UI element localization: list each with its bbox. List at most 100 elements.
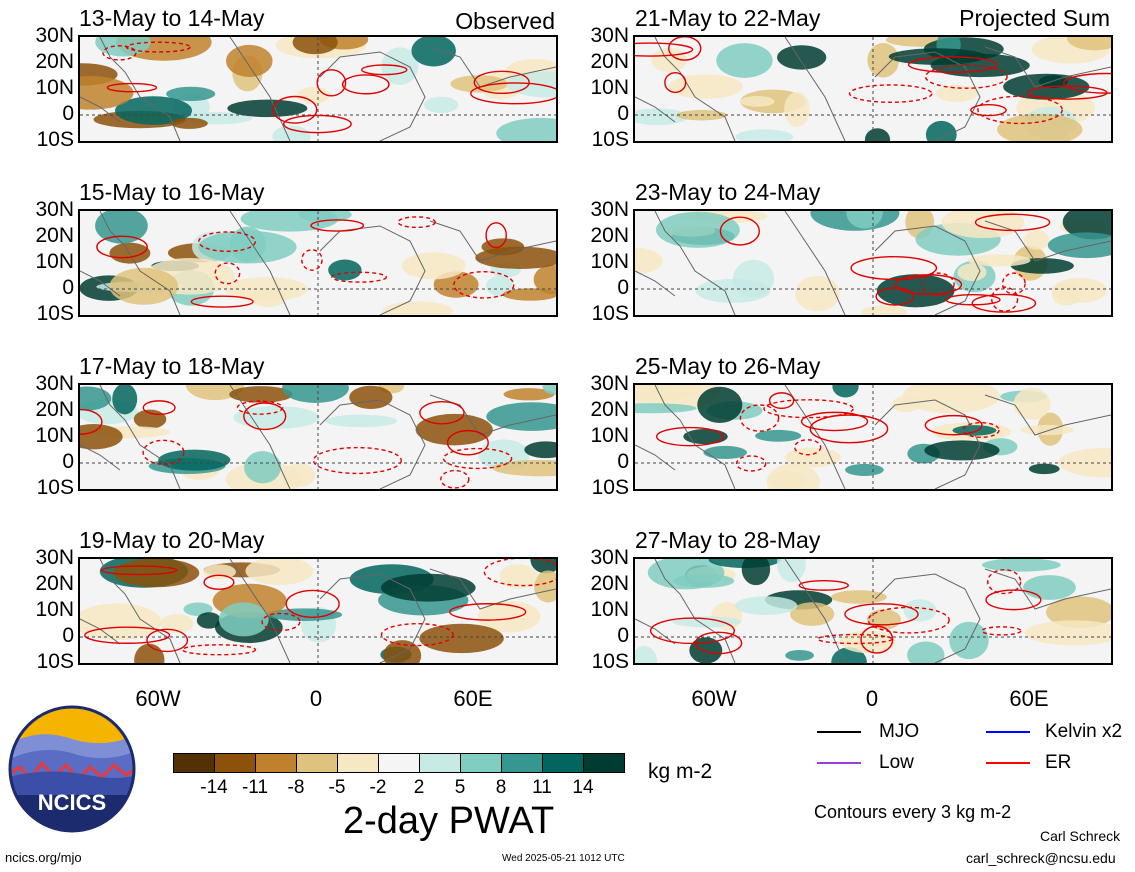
colorbar-tick-label: -5: [328, 777, 346, 798]
legend-er-label: ER: [1045, 752, 1072, 773]
lat-label: 10S: [36, 476, 74, 499]
lat-label: 10S: [591, 302, 629, 325]
lon-label-right-0: 0: [865, 686, 879, 711]
lat-label: 0: [617, 276, 629, 299]
lat-label: 10S: [36, 650, 74, 673]
ncics-logo: NCICS: [8, 705, 136, 833]
colorbar-swatch: [502, 754, 543, 772]
panel-title-left-4: 19-May to 20-May: [79, 527, 265, 553]
lat-label: 0: [62, 624, 74, 647]
map-field: [80, 211, 556, 315]
lat-label: 20N: [590, 224, 629, 247]
lat-label: 10N: [35, 424, 74, 447]
colorbar-swatch: [174, 754, 215, 772]
colorbar-swatch: [379, 754, 420, 772]
lat-label: 10N: [590, 250, 629, 273]
legend-kelvin-line: [986, 731, 1030, 733]
projected-sum-tag: Projected Sum: [959, 5, 1110, 31]
map-field: [635, 37, 1111, 141]
lat-label: 30N: [590, 198, 629, 221]
colorbar-tick-label: 2: [413, 777, 425, 798]
lon-label-right-60e: 60E: [1009, 686, 1049, 711]
colorbar-swatch: [584, 754, 624, 772]
colorbar-swatch: [215, 754, 256, 772]
lat-label: 30N: [590, 24, 629, 47]
lat-label: 20N: [35, 50, 74, 73]
lat-label: 10N: [35, 76, 74, 99]
footer-author: Carl Schreck: [1040, 828, 1121, 844]
lat-label: 0: [617, 102, 629, 125]
footer-timestamp: Wed 2025-05-21 1012 UTC: [502, 853, 625, 864]
colorbar-swatch: [461, 754, 502, 772]
map-panel-right-2: [633, 209, 1113, 317]
lat-label: 0: [617, 450, 629, 473]
lat-label: 20N: [590, 398, 629, 421]
lat-label: 30N: [35, 24, 74, 47]
lat-label: 20N: [35, 572, 74, 595]
lat-label: 10S: [36, 302, 74, 325]
map-field: [635, 385, 1111, 489]
panel-title-left-1: 13-May to 14-May: [79, 5, 265, 31]
lat-label: 20N: [35, 224, 74, 247]
lon-label-right-60w: 60W: [691, 686, 737, 711]
lat-label: 10N: [590, 598, 629, 621]
lon-label-left-60e: 60E: [453, 686, 493, 711]
colorbar-tick-label: -2: [369, 777, 387, 798]
colorbar-tick-label: 11: [532, 777, 552, 798]
map-field: [80, 559, 556, 663]
colorbar-title: 2-day PWAT: [343, 800, 555, 842]
legend-er-line: [986, 762, 1030, 764]
lat-label: 10S: [591, 128, 629, 151]
logo-text: NCICS: [38, 790, 106, 815]
lon-label-left-0: 0: [309, 686, 323, 711]
lat-label: 30N: [590, 546, 629, 569]
lat-label: 10N: [35, 250, 74, 273]
map-panel-right-4: [633, 557, 1113, 665]
colorbar-tick-label: -8: [287, 777, 305, 798]
lat-label: 0: [62, 450, 74, 473]
panel-title-right-1: 21-May to 22-May: [635, 5, 821, 31]
colorbar-tick-label: -14: [200, 777, 228, 798]
map-field: [80, 385, 556, 489]
lat-label: 20N: [35, 398, 74, 421]
colorbar-swatch: [256, 754, 297, 772]
map-panel-left-4: [78, 557, 558, 665]
lat-label: 0: [62, 102, 74, 125]
colorbar-swatch: [338, 754, 379, 772]
lon-label-left-60w: 60W: [135, 686, 181, 711]
legend-mjo-label: MJO: [879, 721, 920, 742]
colorbar-swatch: [297, 754, 338, 772]
panel-title-left-3: 17-May to 18-May: [79, 353, 265, 379]
colorbar-tick-label: 14: [572, 777, 594, 798]
map-panel-left-3: [78, 383, 558, 491]
panel-title-left-2: 15-May to 16-May: [79, 179, 265, 205]
lat-label: 10S: [591, 650, 629, 673]
lat-label: 30N: [35, 546, 74, 569]
lat-label: 10N: [590, 76, 629, 99]
colorbar-swatch: [420, 754, 461, 772]
map-panel-left-1: [78, 35, 558, 143]
colorbar-tick-label: 8: [495, 777, 507, 798]
panel-title-right-2: 23-May to 24-May: [635, 179, 821, 205]
observed-tag: Observed: [455, 8, 555, 34]
legend-low-label: Low: [879, 752, 914, 773]
lat-label: 30N: [590, 372, 629, 395]
colorbar-swatch: [543, 754, 584, 772]
lat-label: 10N: [590, 424, 629, 447]
lat-label: 0: [617, 624, 629, 647]
lat-label: 0: [62, 276, 74, 299]
map-panel-right-1: [633, 35, 1113, 143]
panel-title-right-3: 25-May to 26-May: [635, 353, 821, 379]
lat-label: 10S: [36, 128, 74, 151]
footer-url: ncics.org/mjo: [5, 850, 82, 865]
map-field: [635, 559, 1111, 663]
lat-label: 20N: [590, 50, 629, 73]
lat-label: 20N: [590, 572, 629, 595]
colorbar: [173, 753, 625, 773]
colorbar-units: kg m-2: [648, 760, 713, 783]
lat-label: 30N: [35, 372, 74, 395]
map-panel-left-2: [78, 209, 558, 317]
lat-label: 10S: [591, 476, 629, 499]
legend-kelvin-label: Kelvin x2: [1045, 721, 1123, 742]
contours-note: Contours every 3 kg m-2: [814, 802, 1012, 822]
